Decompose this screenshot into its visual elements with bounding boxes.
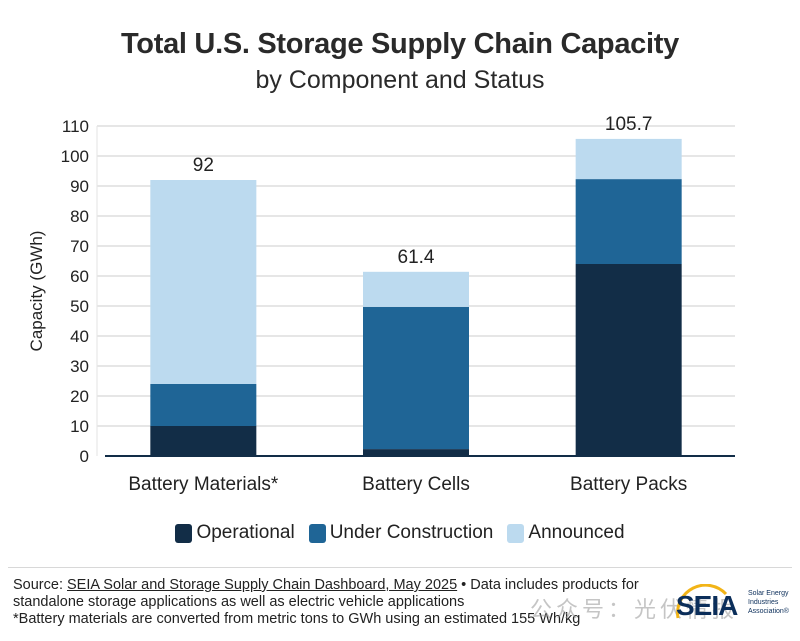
footer-notes: Source: SEIA Solar and Storage Supply Ch…: [13, 577, 663, 628]
y-tick-label: 110: [62, 117, 89, 136]
bar-segment-announced: [150, 180, 257, 384]
bar-segment-operational: [363, 449, 469, 456]
bar-segment-announced: [575, 138, 682, 180]
y-tick-label: 50: [70, 297, 89, 316]
legend-swatch-operational: [175, 523, 193, 543]
chart-subtitle: by Component and Status: [255, 66, 545, 94]
x-tick-label: Battery Cells: [362, 474, 470, 495]
logo-text: SEIA: [676, 590, 738, 621]
x-tick-label: Battery Packs: [570, 474, 687, 495]
conversion-note: *Battery materials are converted from me…: [13, 611, 581, 627]
watermark: 公众号：光伏情报: [530, 597, 739, 622]
legend-item-announced: Announced: [507, 522, 625, 544]
total-label: 105.7: [605, 114, 653, 135]
bar-segment-operational: [575, 264, 682, 456]
total-label: 61.4: [398, 247, 435, 268]
x-tick-label: Battery Materials*: [128, 474, 279, 495]
y-tick-label: 70: [70, 237, 89, 256]
source-suffix: • Data includes products for standalone …: [13, 577, 639, 610]
y-tick-label: 60: [70, 267, 89, 286]
bar-segment-operational: [150, 426, 257, 456]
y-tick-label: 90: [70, 177, 89, 196]
y-tick-label: 20: [70, 387, 89, 406]
total-labels: 92 61.4 105.7: [193, 114, 653, 268]
bar-segment-announced: [363, 271, 469, 307]
legend-label: Under Construction: [329, 522, 494, 543]
footer-divider: [8, 567, 792, 568]
y-tick-label: 30: [70, 357, 89, 376]
legend-swatch-under-construction: [308, 523, 326, 543]
total-label: 92: [193, 155, 214, 176]
chart-title: Total U.S. Storage Supply Chain Capacity: [121, 28, 679, 60]
y-axis-ticks: 0 10 20 30 40 50 60 70 80 90 100 110: [61, 117, 89, 466]
legend-item-operational: Operational: [175, 522, 295, 544]
legend-item-under-construction: Under Construction: [308, 522, 494, 544]
logo-sun-arc-icon: [676, 584, 728, 619]
y-tick-label: 0: [80, 447, 89, 466]
bar-segment-under-construction: [363, 306, 469, 450]
logo-tagline: Solar Energy Industries Association®: [748, 590, 789, 615]
source-prefix: Source:: [13, 577, 67, 593]
source-note: Source: SEIA Solar and Storage Supply Ch…: [13, 577, 663, 611]
y-tick-label: 10: [70, 417, 89, 436]
bar-segment-under-construction: [150, 384, 257, 426]
source-link[interactable]: SEIA Solar and Storage Supply Chain Dash…: [67, 577, 458, 593]
bars: [150, 138, 682, 456]
y-tick-label: 100: [61, 147, 89, 166]
legend: Operational Under Construction Announced: [0, 522, 800, 544]
y-axis-label: Capacity (GWh): [27, 231, 46, 352]
y-tick-label: 40: [70, 327, 89, 346]
x-axis-ticks: Battery Materials* Battery Cells Battery P…: [128, 474, 687, 495]
stacked-bar-chart: 0 10 20 30 40 50 60 70 80 90 100 110 92 61.4 105.7 Ba…: [27, 114, 735, 495]
bar-segment-under-construction: [575, 179, 682, 264]
legend-label: Announced: [528, 522, 625, 543]
y-tick-label: 80: [70, 207, 89, 226]
seia-logo: SEIA Solar Energy Industries Association…: [668, 584, 793, 629]
legend-swatch-announced: [507, 523, 525, 543]
legend-label: Operational: [196, 522, 295, 543]
